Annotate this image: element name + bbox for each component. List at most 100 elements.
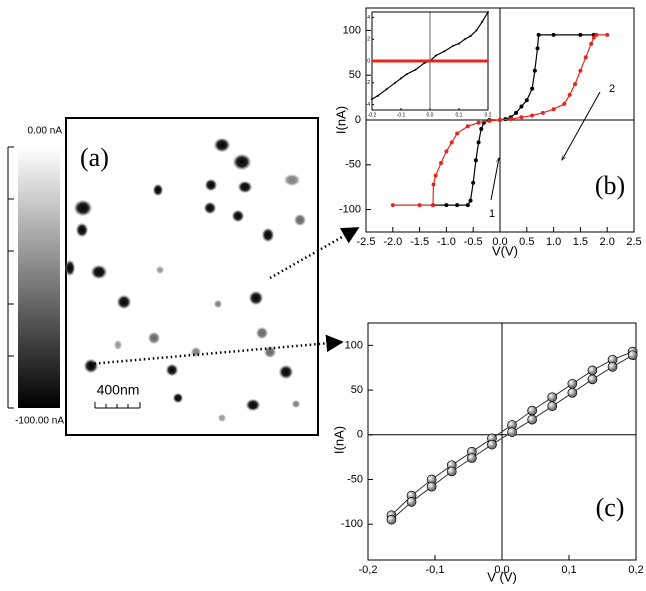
marker (444, 203, 449, 208)
sweep-arrow (562, 91, 601, 160)
x-tick-label: 1.5 (573, 236, 588, 248)
marker (414, 68, 417, 71)
y-axis-label: I(nA) (331, 426, 346, 454)
x-tick-label: 1.0 (546, 236, 561, 248)
annotation: 1 (489, 208, 495, 220)
marker (535, 46, 540, 51)
marker (465, 124, 470, 129)
colorbar-gradient (18, 147, 60, 408)
marker (446, 466, 457, 477)
x-axis-label: V(V) (492, 243, 518, 258)
x-tick-label: 0,1 (561, 564, 576, 576)
marker (527, 405, 538, 416)
marker (578, 32, 583, 37)
marker (476, 120, 481, 125)
marker (481, 20, 484, 23)
marker (578, 68, 583, 73)
marker (551, 107, 556, 112)
marker (562, 101, 567, 106)
marker (394, 81, 397, 84)
x-tick-label: 0.0 (492, 236, 507, 248)
marker (376, 94, 379, 97)
y-tick-label: -4 (366, 102, 371, 108)
marker (371, 60, 373, 62)
marker (400, 77, 402, 80)
marker (426, 481, 437, 492)
x-tick-label: -1.5 (410, 236, 429, 248)
x-tick-label: -1.0 (437, 236, 456, 248)
x-tick-label: -2.5 (357, 236, 376, 248)
x-tick-label: 0.0 (427, 112, 434, 118)
marker (605, 32, 610, 37)
marker (547, 401, 558, 412)
colorbar-ticks (8, 146, 14, 409)
marker (443, 50, 446, 53)
y-tick-label: 0 (355, 114, 361, 126)
scale-bar-label: 400nm (97, 382, 140, 398)
colorbar-top-label: 0.00 nA (28, 126, 63, 137)
y-tick-label: 2 (367, 37, 370, 43)
marker (532, 68, 537, 73)
connector-arrow (269, 226, 360, 280)
x-tick-label: 0,0 (494, 564, 509, 576)
marker (573, 82, 578, 87)
marker (434, 54, 437, 57)
marker (587, 374, 598, 385)
colorbar: 0.00 nA -100.00 nA (7, 126, 64, 427)
x-tick-label: -0.2 (368, 112, 377, 118)
marker (386, 514, 397, 525)
marker (527, 414, 538, 425)
marker (433, 173, 438, 178)
marker (519, 115, 524, 120)
y-tick-label: 50 (349, 69, 361, 81)
marker (583, 55, 588, 60)
x-tick-label: -0.5 (464, 236, 483, 248)
marker (468, 198, 473, 203)
sweep-arrow (490, 158, 499, 201)
afm-image: (a) 400nm (65, 117, 319, 436)
particles (65, 138, 306, 422)
marker (405, 73, 408, 76)
marker (487, 60, 489, 62)
marker (536, 32, 541, 37)
marker (455, 203, 460, 208)
annotation: 2 (609, 83, 615, 95)
marker (469, 34, 472, 37)
marker (508, 117, 513, 122)
marker (507, 427, 517, 437)
x-tick-label: 2.0 (600, 236, 615, 248)
y-axis-label: I(nA) (333, 106, 348, 134)
marker (487, 11, 489, 13)
x-tick-label: -0,1 (426, 564, 445, 576)
marker (452, 44, 455, 47)
marker (530, 113, 535, 118)
marker (498, 118, 502, 122)
x-tick-label: 0.1 (456, 112, 463, 118)
marker (607, 361, 618, 372)
x-tick-label: -0.1 (397, 112, 406, 118)
y-tick-label: -50 (345, 159, 361, 171)
marker (417, 203, 422, 208)
series (386, 350, 638, 525)
marker (471, 180, 476, 185)
marker (479, 126, 484, 131)
colorbar-bottom-label: -100.00 nA (15, 416, 64, 427)
marker (547, 392, 558, 403)
y-tick-label: 0 (357, 429, 363, 441)
x-tick-label: 2.5 (626, 236, 641, 248)
y-tick-label: -2 (366, 80, 371, 86)
marker (465, 203, 470, 208)
y-tick-label: 0 (367, 58, 370, 64)
marker (439, 161, 444, 166)
marker (519, 104, 524, 109)
marker (530, 86, 535, 91)
marker (406, 497, 417, 507)
marker (444, 149, 449, 154)
panel-label: (b) (595, 171, 625, 200)
marker (567, 387, 578, 398)
series (390, 32, 610, 208)
series (371, 11, 489, 101)
y-tick-label: 50 (351, 384, 363, 396)
marker (567, 378, 578, 389)
